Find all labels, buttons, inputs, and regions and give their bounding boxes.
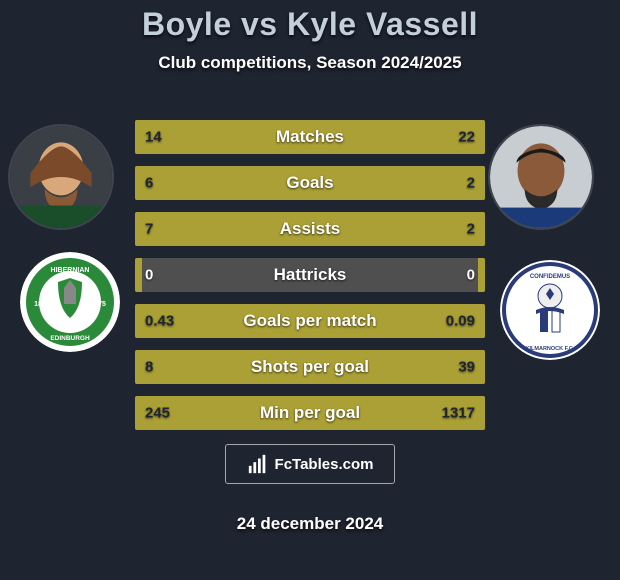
stat-bar-right [478,258,485,292]
stat-bar-right [424,304,485,338]
svg-text:EDINBURGH: EDINBURGH [50,335,90,342]
club-right-badge: CONFIDEMUS KILMARNOCK F.C. [500,260,600,360]
stat-row: Goals62 [135,166,485,200]
svg-text:18: 18 [34,301,42,308]
comparison-card: Boyle vs Kyle Vassell Club competitions,… [0,0,620,580]
club-left-badge: HIBERNIAN EDINBURGH 18 75 [20,252,120,352]
footer-date-wrap: 24 december 2024 [0,498,620,534]
stat-row: Min per goal2451317 [135,396,485,430]
stat-row: Matches1422 [135,120,485,154]
branding-text: FcTables.com [275,456,374,473]
player-left-avatar [10,126,112,228]
svg-text:CONFIDEMUS: CONFIDEMUS [530,274,570,280]
stat-bar-left [135,120,271,154]
player-left-icon [10,126,112,228]
stat-bar-right [271,120,485,154]
stat-value-right: 0 [467,267,475,284]
stat-bar-left [135,166,398,200]
branding-badge: FcTables.com [225,444,395,484]
stat-bar-left [135,212,407,246]
club-left-icon: HIBERNIAN EDINBURGH 18 75 [20,252,120,352]
player-right-icon [490,126,592,228]
player-right-avatar [490,126,592,228]
stat-value-left: 0 [145,267,153,284]
stat-bar-left [135,396,190,430]
club-right-icon: CONFIDEMUS KILMARNOCK F.C. [500,260,600,360]
stat-bar-right [190,396,485,430]
page-title: Boyle vs Kyle Vassell [0,6,620,43]
subtitle: Club competitions, Season 2024/2025 [0,53,620,73]
chart-icon [247,453,269,475]
svg-text:KILMARNOCK F.C.: KILMARNOCK F.C. [526,346,575,352]
svg-text:HIBERNIAN: HIBERNIAN [51,267,90,274]
stat-bar-right [407,212,485,246]
stat-bar-right [195,350,486,384]
stat-bar-right [398,166,486,200]
stat-label: Hattricks [135,265,485,285]
stat-bar-left [135,350,195,384]
stat-row: Hattricks0 0 [135,258,485,292]
footer-date: 24 december 2024 [0,514,620,534]
stat-row: Shots per goal839 [135,350,485,384]
stat-row: Assists72 [135,212,485,246]
stat-bars: Matches1422 Goals62 Assists72 Hattricks0 0 Go… [135,120,485,442]
svg-text:75: 75 [98,301,106,308]
stat-bar-left [135,304,424,338]
stat-bar-left [135,258,142,292]
stat-row: Goals per match0.430.09 [135,304,485,338]
